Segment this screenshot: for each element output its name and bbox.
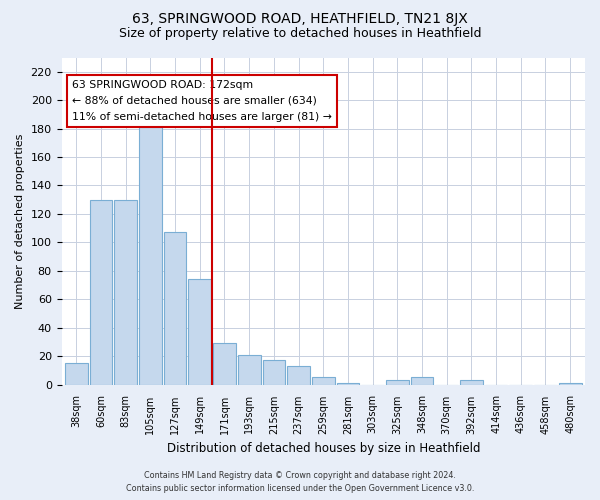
Text: Size of property relative to detached houses in Heathfield: Size of property relative to detached ho… xyxy=(119,28,481,40)
Bar xyxy=(65,363,88,384)
Bar xyxy=(164,232,187,384)
Bar xyxy=(410,378,433,384)
X-axis label: Distribution of detached houses by size in Heathfield: Distribution of detached houses by size … xyxy=(167,442,480,455)
Bar xyxy=(139,124,162,384)
Bar xyxy=(337,383,359,384)
Y-axis label: Number of detached properties: Number of detached properties xyxy=(15,134,25,308)
Text: Contains HM Land Registry data © Crown copyright and database right 2024.
Contai: Contains HM Land Registry data © Crown c… xyxy=(126,471,474,493)
Bar xyxy=(115,200,137,384)
Bar xyxy=(263,360,285,384)
Bar xyxy=(559,383,581,384)
Bar xyxy=(287,366,310,384)
Bar xyxy=(213,344,236,384)
Bar xyxy=(238,354,260,384)
Bar xyxy=(188,280,211,384)
Text: 63, SPRINGWOOD ROAD, HEATHFIELD, TN21 8JX: 63, SPRINGWOOD ROAD, HEATHFIELD, TN21 8J… xyxy=(132,12,468,26)
Text: 63 SPRINGWOOD ROAD: 172sqm
← 88% of detached houses are smaller (634)
11% of sem: 63 SPRINGWOOD ROAD: 172sqm ← 88% of deta… xyxy=(72,80,332,122)
Bar xyxy=(89,200,112,384)
Bar xyxy=(460,380,483,384)
Bar xyxy=(386,380,409,384)
Bar xyxy=(312,378,335,384)
